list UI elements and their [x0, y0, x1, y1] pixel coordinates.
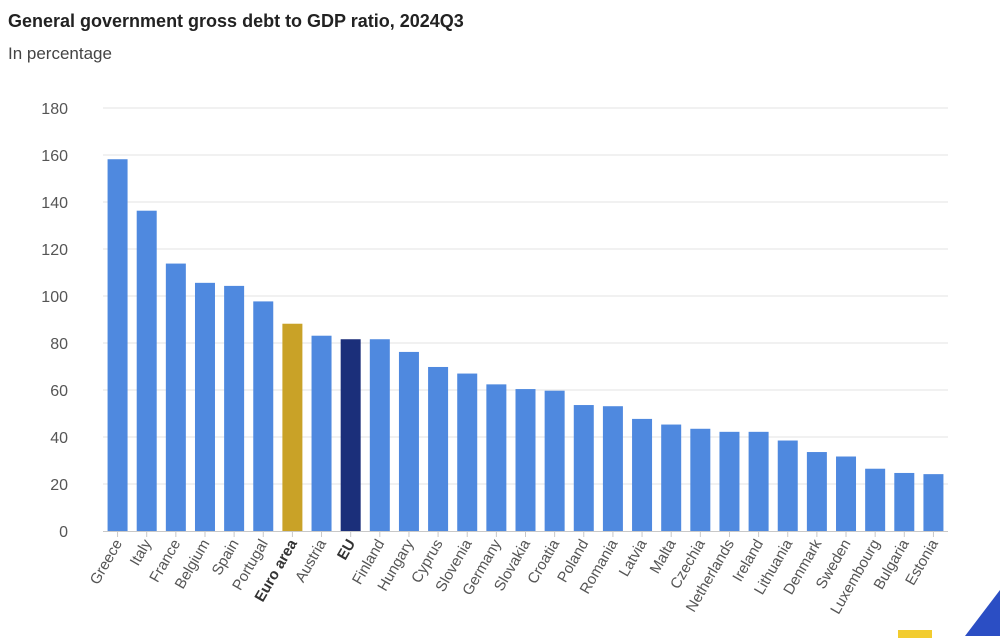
bar-france[interactable] — [165, 263, 186, 531]
bar-italy[interactable] — [136, 210, 157, 531]
bar-germany[interactable] — [486, 384, 507, 531]
x-category-label: EU — [334, 537, 359, 564]
y-tick-label: 120 — [41, 242, 68, 259]
bar-czechia[interactable] — [690, 428, 711, 531]
bar-bulgaria[interactable] — [894, 472, 915, 531]
y-tick-label: 60 — [50, 383, 68, 400]
bar-ireland[interactable] — [748, 431, 769, 531]
bar-denmark[interactable] — [806, 452, 827, 531]
y-tick-label: 140 — [41, 195, 68, 212]
bar-portugal[interactable] — [253, 301, 274, 531]
bar-eu[interactable] — [340, 339, 361, 531]
bar-cyprus[interactable] — [428, 366, 449, 531]
chart-subtitle: In percentage — [8, 44, 112, 63]
y-tick-label: 180 — [41, 101, 68, 118]
y-tick-label: 80 — [50, 336, 68, 353]
bar-hungary[interactable] — [398, 351, 419, 531]
chart-title: General government gross debt to GDP rat… — [8, 11, 464, 31]
bar-latvia[interactable] — [632, 418, 653, 531]
bar-romania[interactable] — [602, 406, 623, 531]
bar-spain[interactable] — [224, 285, 245, 531]
corner-decoration-blue — [965, 590, 1000, 636]
x-category-label: Italy — [127, 536, 156, 569]
bar-sweden[interactable] — [836, 456, 857, 531]
bar-greece[interactable] — [107, 159, 128, 532]
bar-slovenia[interactable] — [457, 373, 478, 531]
x-category-label: Latvia — [616, 536, 651, 580]
bar-luxembourg[interactable] — [865, 468, 886, 531]
bar-belgium[interactable] — [194, 282, 215, 531]
bar-croatia[interactable] — [544, 390, 565, 531]
bar-euro-area[interactable] — [282, 323, 303, 531]
y-tick-label: 100 — [41, 289, 68, 306]
bar-netherlands[interactable] — [719, 431, 740, 531]
bar-lithuania[interactable] — [777, 440, 798, 531]
y-tick-label: 0 — [59, 524, 68, 541]
y-tick-label: 40 — [50, 430, 68, 447]
y-tick-label: 160 — [41, 148, 68, 165]
bar-austria[interactable] — [311, 335, 332, 531]
bar-slovakia[interactable] — [515, 389, 536, 531]
bar-poland[interactable] — [573, 405, 594, 531]
corner-decoration-yellow — [898, 630, 932, 638]
bar-estonia[interactable] — [923, 474, 944, 531]
x-category-label: Greece — [87, 537, 126, 588]
bar-finland[interactable] — [369, 339, 390, 531]
bar-malta[interactable] — [661, 424, 682, 531]
y-tick-label: 20 — [50, 477, 68, 494]
